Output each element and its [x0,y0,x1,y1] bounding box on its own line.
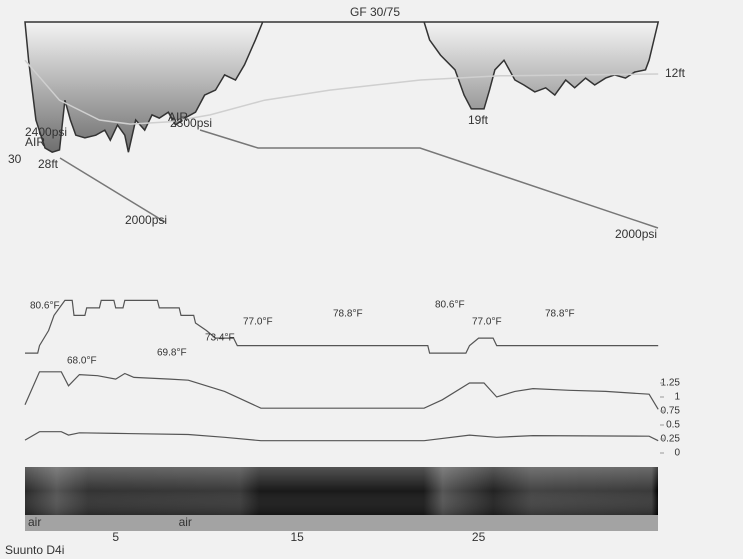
annotation: 80.6°F [435,300,465,311]
annotation: 77.0°F [472,317,502,328]
annotation: 78.8°F [333,309,363,320]
annotation: 78.8°F [545,309,575,320]
annotation: 2300psi [170,116,212,130]
annotation: AIR [25,135,45,149]
series-line [25,299,659,354]
annotation: 2000psi [615,227,657,241]
annotation: 2400psi [25,125,67,139]
annotation: 69.8°F [157,348,187,359]
series-line [24,431,659,442]
annotation: 77.0°F [243,317,273,328]
annotation: 28ft [38,157,59,171]
depth-profile [24,21,660,154]
annotation: 2000psi [125,213,167,227]
series-line [24,371,659,410]
gas-label: air [179,515,192,529]
device: Suunto D4i [5,543,64,557]
annotation: 12ft [665,66,686,80]
gradient-factor: GF 30/75 [350,5,400,19]
heatmap-shade [25,467,658,515]
annotation: AIR [168,110,188,124]
y-tick-label: 1.25 [661,378,681,389]
annotation: 73.4°F [205,333,235,344]
tank-line [199,129,659,229]
x-tick-label: 15 [290,530,304,544]
gas-label: air [28,515,41,529]
annotation: 80.6°F [30,301,60,312]
x-tick-label: 5 [112,530,119,544]
ceiling-line [24,59,659,125]
y-tick-label: 1 [674,392,680,403]
y-tick-label: 0 [674,448,680,459]
y-tick-label: 0.75 [661,406,681,417]
y-tick-label: 0.5 [666,420,680,431]
annotation: 68.0°F [67,356,97,367]
tank-line [59,157,166,223]
y-tick-label: 30 [8,152,22,166]
y-tick-label: 0.25 [661,434,681,445]
x-tick-label: 25 [472,530,486,544]
annotation: 19ft [468,113,489,127]
gas-bar [25,515,658,531]
